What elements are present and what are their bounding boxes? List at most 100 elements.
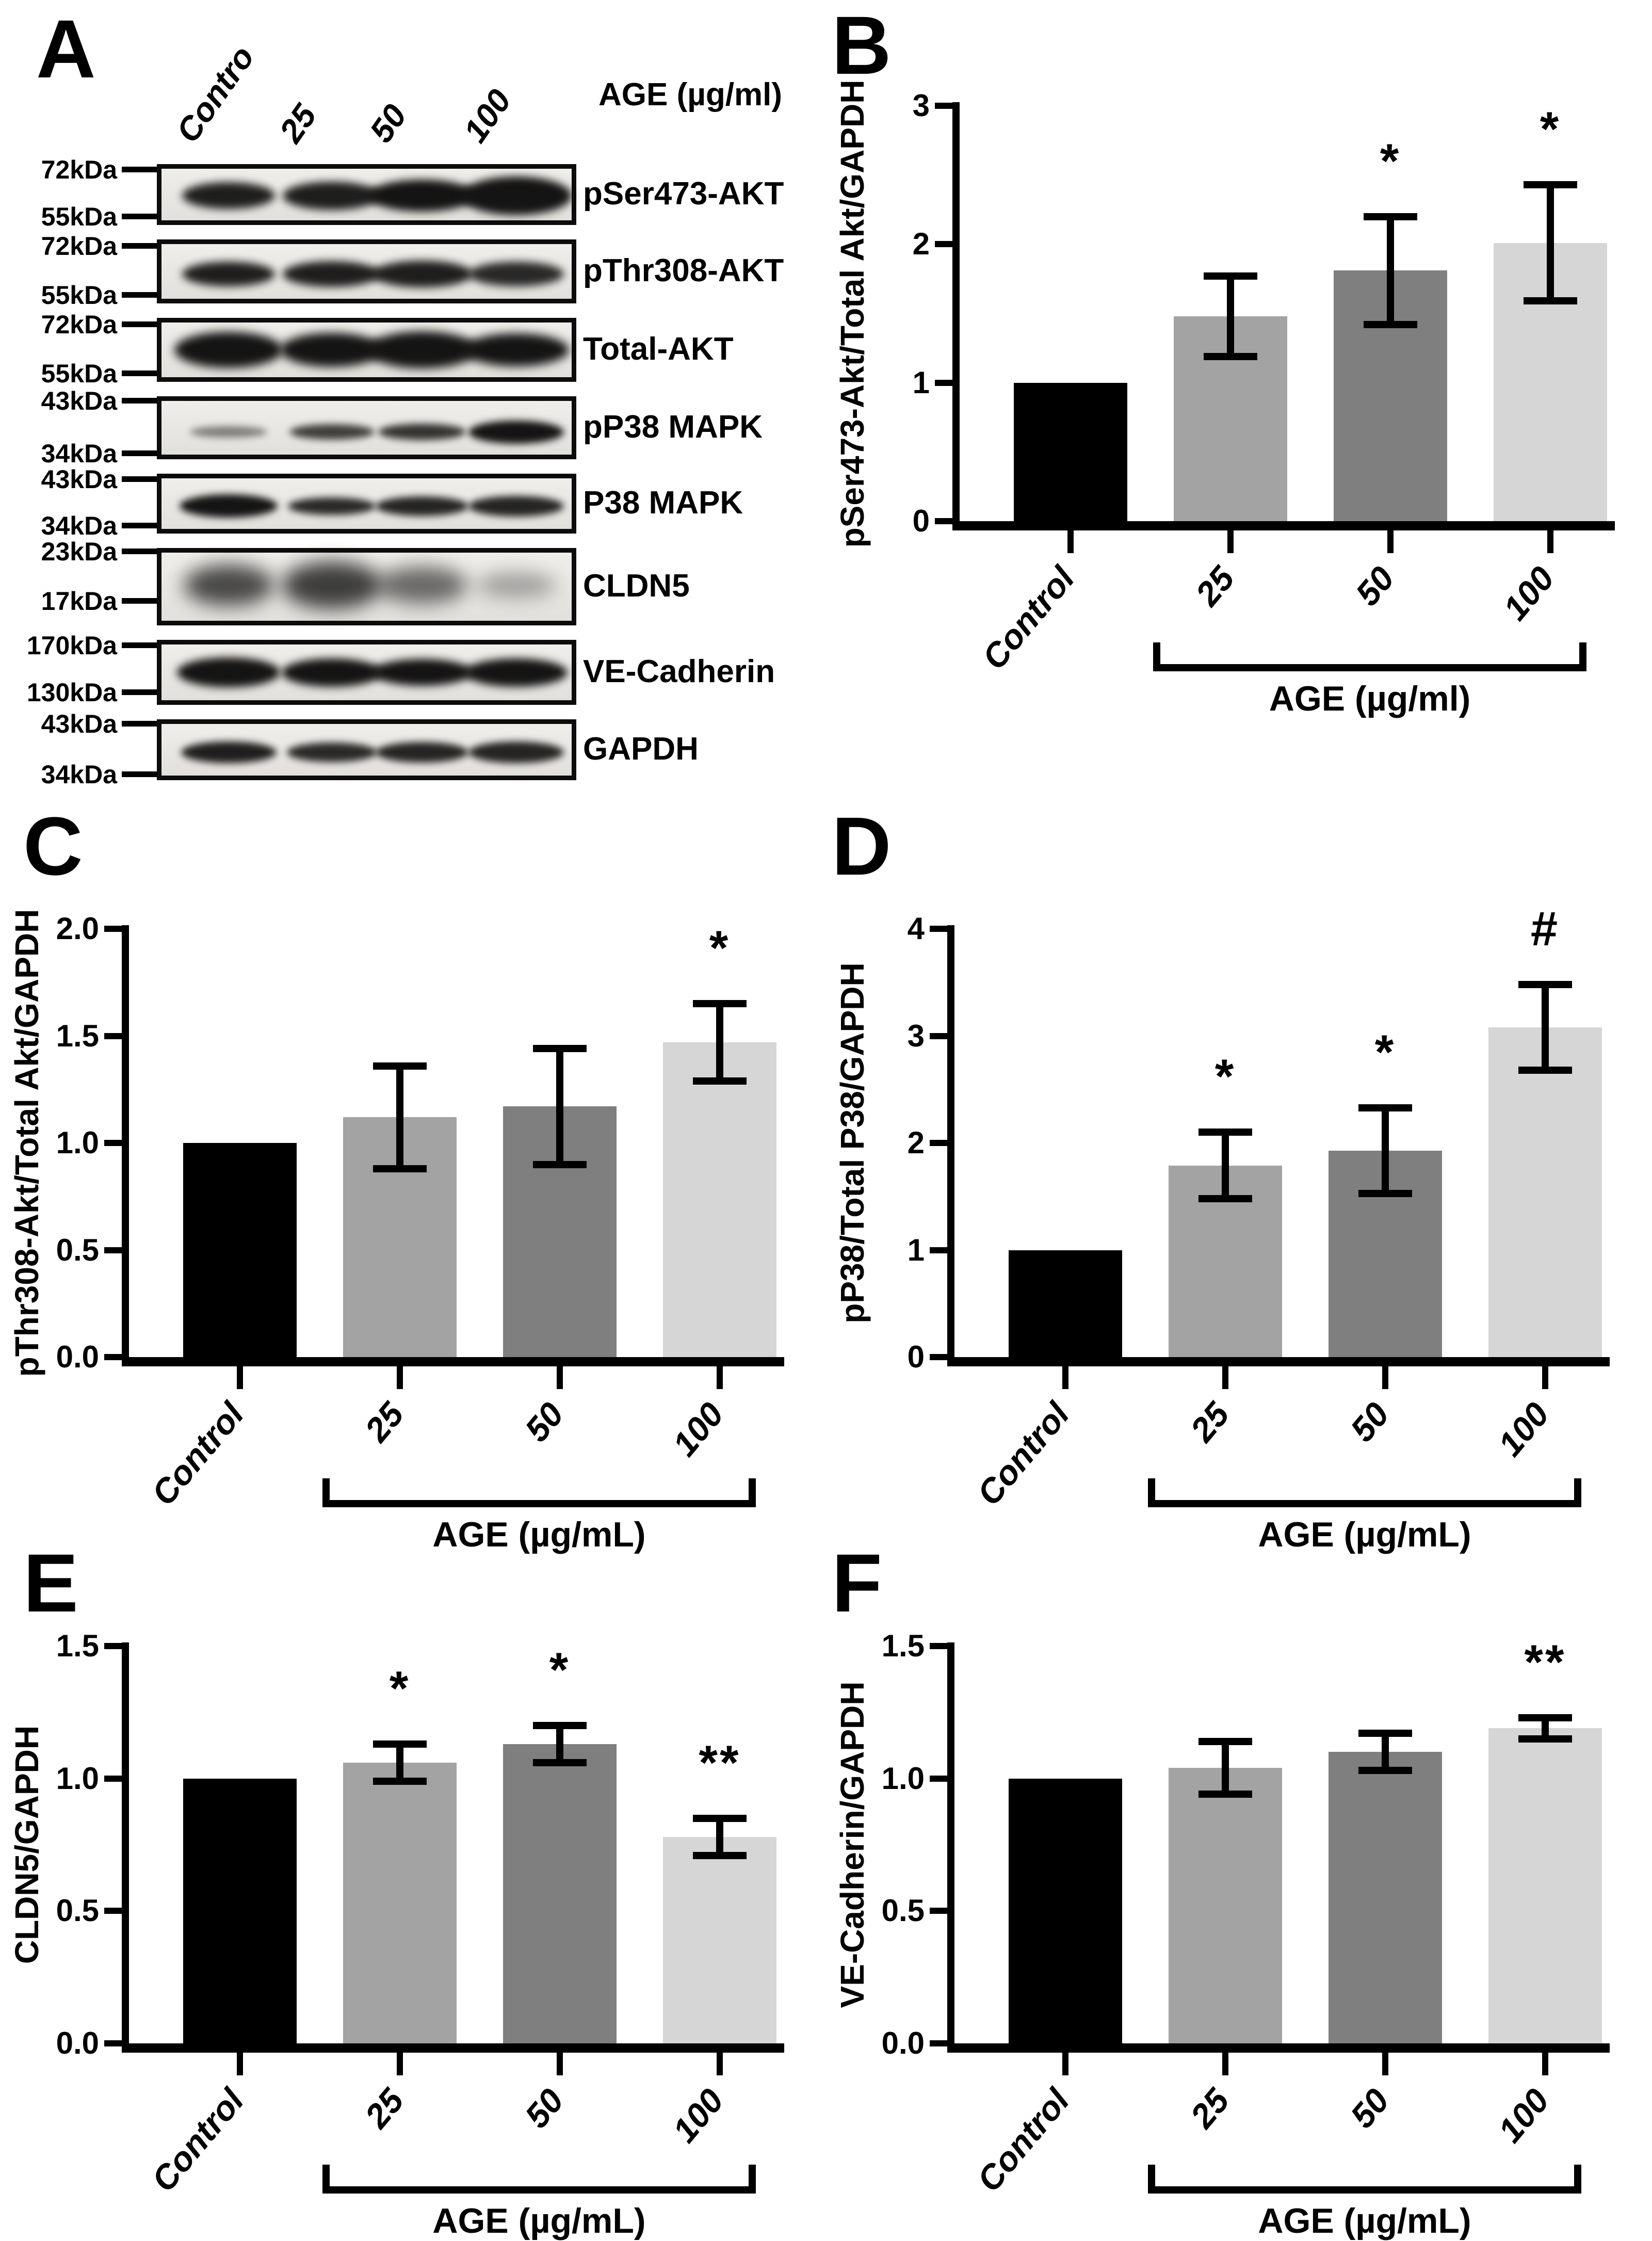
error-bar-cap-bottom [373, 1778, 427, 1785]
bar-100 [1488, 1728, 1602, 2043]
y-axis-line [122, 925, 129, 1366]
y-tick-mark [104, 1776, 122, 1782]
error-bar-cap-bottom [1524, 297, 1577, 304]
mw-marker-line [122, 523, 157, 528]
mw-marker-line [122, 450, 157, 456]
y-tick-label: 0.5 [881, 1893, 925, 1928]
y-tick-mark [935, 380, 952, 386]
y-tick-mark [930, 1140, 947, 1146]
error-bar-cap-top [1198, 1738, 1252, 1745]
age-group-label: AGE (µg/mL) [432, 1515, 646, 1554]
protein-band-lane2 [282, 561, 382, 609]
y-tick-mark [930, 1354, 947, 1360]
error-bar-cap-bottom [693, 1077, 747, 1085]
error-bar-50 [556, 1049, 563, 1164]
x-tick-mark [237, 1366, 243, 1389]
protein-band-lane4 [464, 658, 568, 687]
error-bar-cap-top [1358, 1104, 1412, 1111]
error-bar-cap-top [1198, 1128, 1252, 1136]
mw-marker-label: 170kDa [26, 631, 117, 660]
age-group-label: AGE (µg/mL) [1258, 2201, 1471, 2240]
error-bar-25 [1222, 1132, 1229, 1199]
error-bar-cap-bottom [1198, 1195, 1252, 1202]
mw-marker-label: 72kDa [41, 155, 117, 184]
error-bar-cap-bottom [1358, 1767, 1412, 1774]
error-bar-cap-bottom [1358, 1190, 1412, 1197]
y-tick-label: 0.0 [56, 1340, 99, 1374]
protein-band-lane1 [174, 332, 283, 368]
y-tick-mark [935, 241, 952, 247]
error-bar-cap-bottom [1198, 1791, 1252, 1798]
x-tick-mark [1547, 530, 1553, 553]
mw-marker-label: 23kDa [41, 537, 117, 566]
y-tick-label: 2 [907, 1125, 925, 1160]
protein-band-lane2 [287, 743, 377, 762]
protein-band-lane3 [378, 424, 466, 440]
protein-band-lane4 [463, 333, 569, 366]
y-tick-mark [104, 1033, 122, 1039]
error-bar-cap-top [1358, 1730, 1412, 1737]
protein-band-lane1 [182, 262, 275, 286]
y-axis-line [947, 1642, 954, 2053]
mw-marker-line [122, 642, 157, 648]
error-bar-cap-top [693, 1815, 747, 1822]
blot-box-pthr308-akt [157, 239, 576, 303]
x-tick-mark [557, 2053, 563, 2075]
blot-target-label-pthr308-akt: pThr308-AKT [583, 253, 784, 288]
x-tick-mark [717, 1366, 723, 1389]
blot-box-total-akt [157, 318, 576, 382]
y-tick-mark [930, 1908, 947, 1914]
error-bar-cap-top [373, 1062, 427, 1070]
y-axis-line [947, 925, 954, 1366]
mw-marker-line [122, 370, 157, 376]
blot-box-pp38-mapk [157, 396, 576, 459]
y-tick-mark [104, 1140, 122, 1146]
y-tick-label: 1.0 [881, 1761, 925, 1796]
error-bar-cap-bottom [533, 1161, 587, 1168]
mw-marker-label: 34kDa [41, 439, 117, 468]
blot-target-label-cldn5: CLDN5 [583, 568, 690, 604]
protein-band-lane4 [468, 262, 564, 286]
age-group-label: AGE (µg/mL) [432, 2201, 646, 2240]
error-bar-cap-top [1518, 1714, 1572, 1721]
significance-marker-50: * [1374, 1025, 1396, 1079]
y-tick-mark [930, 1033, 947, 1039]
protein-band-lane1 [184, 565, 274, 606]
panel-d-letter: D [832, 800, 892, 892]
mw-marker-line [122, 243, 157, 249]
mw-marker-label: 55kDa [41, 202, 117, 231]
x-axis-line [952, 521, 1615, 530]
age-group-label: AGE (µg/mL) [1258, 1515, 1471, 1554]
protein-band-lane2 [282, 658, 382, 687]
error-bar-cap-top [533, 1045, 587, 1052]
y-tick-mark [935, 103, 952, 109]
mw-marker-line [122, 476, 157, 482]
mw-marker-label: 34kDa [41, 760, 117, 789]
x-tick-mark [1222, 1366, 1228, 1389]
error-bar-cap-bottom [533, 1759, 587, 1766]
protein-band-lane2 [280, 333, 383, 367]
mw-marker-line [122, 721, 157, 727]
y-tick-label: 3 [907, 1019, 925, 1053]
x-tick-mark [1227, 530, 1234, 553]
panel-b-letter: B [832, 0, 892, 91]
protein-band-lane2 [283, 182, 381, 210]
significance-marker-100: ** [1524, 1635, 1566, 1689]
mw-marker-label: 43kDa [41, 710, 117, 738]
x-tick-mark [1067, 530, 1074, 553]
significance-marker-50: * [1380, 134, 1401, 188]
y-tick-mark [104, 1908, 122, 1914]
y-tick-label: 1.0 [56, 1125, 99, 1160]
y-axis-line [952, 102, 960, 530]
y-tick-label: 3 [912, 88, 930, 123]
panel-c-letter: C [23, 800, 83, 892]
x-tick-mark [1062, 1366, 1068, 1389]
blot-box-ve-cadherin [157, 640, 576, 705]
mw-marker-label: 17kDa [41, 587, 117, 616]
error-bar-50 [1382, 1733, 1389, 1770]
y-tick-mark [104, 2040, 122, 2046]
x-axis-line [122, 2043, 784, 2053]
